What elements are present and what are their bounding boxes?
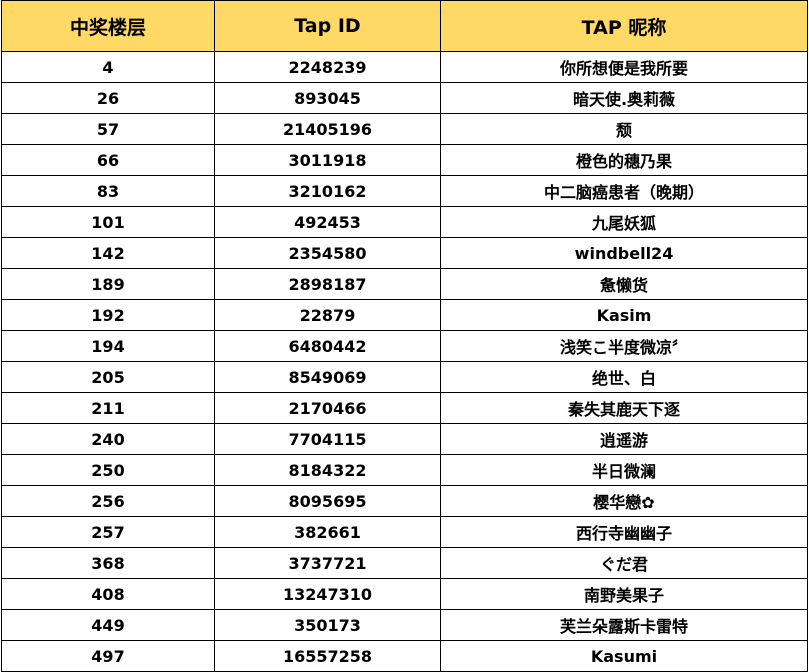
cell-nickname: 暗天使.奥莉薇 bbox=[440, 82, 808, 114]
cell-nickname: 九尾妖狐 bbox=[440, 206, 808, 238]
table-row: 192 22879 Kasim bbox=[1, 299, 808, 331]
cell-tap-id: 8549069 bbox=[214, 361, 441, 393]
cell-floor: 101 bbox=[1, 206, 215, 238]
header-row: 中奖楼层 Tap ID TAP 昵称 bbox=[1, 0, 808, 52]
cell-floor: 57 bbox=[1, 113, 215, 145]
cell-tap-id: 3011918 bbox=[214, 144, 441, 176]
cell-nickname: 颓 bbox=[440, 113, 808, 145]
cell-nickname: 浅笑こ半度微凉〞 bbox=[440, 330, 808, 362]
cell-floor: 66 bbox=[1, 144, 215, 176]
cell-tap-id: 2898187 bbox=[214, 268, 441, 300]
table-row: 189 2898187 惫懒货 bbox=[1, 268, 808, 300]
cell-tap-id: 22879 bbox=[214, 299, 441, 331]
table-row: 142 2354580 windbell24 bbox=[1, 237, 808, 269]
header-tap-id: Tap ID bbox=[214, 0, 441, 52]
cell-nickname: 芙兰朵露斯卡雷特 bbox=[440, 609, 808, 641]
cell-tap-id: 8184322 bbox=[214, 454, 441, 486]
cell-floor: 83 bbox=[1, 175, 215, 207]
cell-tap-id: 21405196 bbox=[214, 113, 441, 145]
cell-floor: 257 bbox=[1, 516, 215, 548]
cell-nickname: 西行寺幽幽子 bbox=[440, 516, 808, 548]
cell-nickname: 中二脑癌患者（晚期） bbox=[440, 175, 808, 207]
table-row: 66 3011918 橙色的穗乃果 bbox=[1, 144, 808, 176]
table-row: 101 492453 九尾妖狐 bbox=[1, 206, 808, 238]
table-row: 57 21405196 颓 bbox=[1, 113, 808, 145]
cell-tap-id: 2248239 bbox=[214, 51, 441, 83]
cell-nickname: 绝世、白 bbox=[440, 361, 808, 393]
cell-floor: 497 bbox=[1, 640, 215, 672]
cell-floor: 240 bbox=[1, 423, 215, 455]
cell-nickname: 你所想便是我所要 bbox=[440, 51, 808, 83]
cell-nickname: 半日微澜 bbox=[440, 454, 808, 486]
cell-nickname: Kasim bbox=[440, 299, 808, 331]
cell-tap-id: 7704115 bbox=[214, 423, 441, 455]
cell-tap-id: 3737721 bbox=[214, 547, 441, 579]
cell-tap-id: 2170466 bbox=[214, 392, 441, 424]
cell-floor: 256 bbox=[1, 485, 215, 517]
cell-nickname: 南野美果子 bbox=[440, 578, 808, 610]
table-row: 250 8184322 半日微澜 bbox=[1, 454, 808, 486]
cell-nickname: windbell24 bbox=[440, 237, 808, 269]
table-row: 26 893045 暗天使.奥莉薇 bbox=[1, 82, 808, 114]
cell-tap-id: 492453 bbox=[214, 206, 441, 238]
header-nickname: TAP 昵称 bbox=[440, 0, 808, 52]
table-row: 368 3737721 ぐだ君 bbox=[1, 547, 808, 579]
cell-floor: 368 bbox=[1, 547, 215, 579]
cell-floor: 26 bbox=[1, 82, 215, 114]
table-body: 4 2248239 你所想便是我所要 26 893045 暗天使.奥莉薇 57 2140519… bbox=[1, 51, 808, 672]
cell-floor: 189 bbox=[1, 268, 215, 300]
cell-tap-id: 13247310 bbox=[214, 578, 441, 610]
table-row: 240 7704115 逍遥游 bbox=[1, 423, 808, 455]
cell-nickname: 秦失其鹿天下逐 bbox=[440, 392, 808, 424]
cell-nickname: 橙色的穗乃果 bbox=[440, 144, 808, 176]
cell-tap-id: 2354580 bbox=[214, 237, 441, 269]
cell-floor: 408 bbox=[1, 578, 215, 610]
cell-nickname: 樱华戀✿ bbox=[440, 485, 808, 517]
cell-floor: 449 bbox=[1, 609, 215, 641]
cell-nickname: ぐだ君 bbox=[440, 547, 808, 579]
cell-floor: 194 bbox=[1, 330, 215, 362]
table-row: 211 2170466 秦失其鹿天下逐 bbox=[1, 392, 808, 424]
cell-tap-id: 16557258 bbox=[214, 640, 441, 672]
cell-tap-id: 350173 bbox=[214, 609, 441, 641]
cell-floor: 205 bbox=[1, 361, 215, 393]
cell-floor: 250 bbox=[1, 454, 215, 486]
table-row: 257 382661 西行寺幽幽子 bbox=[1, 516, 808, 548]
table-row: 408 13247310 南野美果子 bbox=[1, 578, 808, 610]
table-row: 256 8095695 樱华戀✿ bbox=[1, 485, 808, 517]
cell-nickname: 逍遥游 bbox=[440, 423, 808, 455]
table-row: 194 6480442 浅笑こ半度微凉〞 bbox=[1, 330, 808, 362]
cell-tap-id: 6480442 bbox=[214, 330, 441, 362]
table-row: 497 16557258 Kasumi bbox=[1, 640, 808, 672]
table-row: 449 350173 芙兰朵露斯卡雷特 bbox=[1, 609, 808, 641]
table-row: 205 8549069 绝世、白 bbox=[1, 361, 808, 393]
cell-floor: 211 bbox=[1, 392, 215, 424]
cell-nickname: 惫懒货 bbox=[440, 268, 808, 300]
cell-tap-id: 382661 bbox=[214, 516, 441, 548]
cell-floor: 192 bbox=[1, 299, 215, 331]
cell-floor: 4 bbox=[1, 51, 215, 83]
table-row: 83 3210162 中二脑癌患者（晚期） bbox=[1, 175, 808, 207]
table-header: 中奖楼层 Tap ID TAP 昵称 bbox=[1, 0, 808, 52]
header-floor: 中奖楼层 bbox=[1, 0, 215, 52]
cell-floor: 142 bbox=[1, 237, 215, 269]
cell-tap-id: 893045 bbox=[214, 82, 441, 114]
table-row: 4 2248239 你所想便是我所要 bbox=[1, 51, 808, 83]
cell-nickname: Kasumi bbox=[440, 640, 808, 672]
cell-tap-id: 8095695 bbox=[214, 485, 441, 517]
cell-tap-id: 3210162 bbox=[214, 175, 441, 207]
